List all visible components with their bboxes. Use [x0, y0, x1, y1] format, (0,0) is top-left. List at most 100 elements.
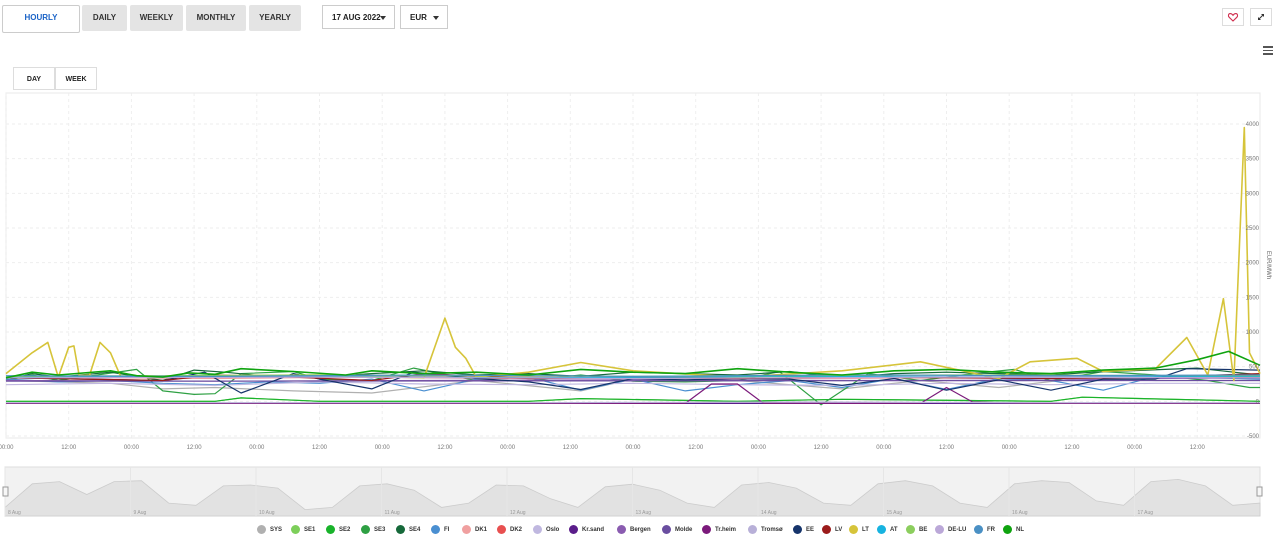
legend-label: AT: [890, 527, 898, 533]
series-line-de-lu: [5, 376, 1261, 380]
legend-label: LV: [835, 527, 843, 533]
legend-marker: [793, 525, 802, 534]
x-tick-label: 12:00: [437, 445, 453, 451]
price-line-chart: 4000 3500 3000 2500 2000 1500 1000 500 0 -500 00:…: [0, 92, 1271, 517]
y-tick-label: 0: [1256, 399, 1260, 405]
navigator-label: 8 Aug: [8, 510, 21, 516]
legend-marker: [974, 525, 983, 534]
y-tick-label: 4000: [1246, 122, 1260, 128]
grid-lines: [5, 92, 1261, 439]
x-tick-label: 00:00: [124, 445, 140, 451]
series-line-troms-: [6, 401, 1260, 404]
series-line-fr: [5, 374, 1261, 377]
legend-marker: [497, 525, 506, 534]
series-line-nl: [5, 350, 1261, 379]
legend-label: DK2: [510, 527, 523, 533]
legend-label: SYS: [270, 527, 283, 533]
y-tick-label: 3000: [1246, 191, 1260, 197]
hamburger-menu-icon[interactable]: [1263, 46, 1273, 55]
navigator-label: 10 Aug: [259, 510, 275, 516]
legend-marker: [533, 525, 542, 534]
y-tick-label: -500: [1247, 434, 1260, 440]
date-select[interactable]: 17 AUG 2022: [322, 5, 395, 29]
x-tick-label: 00:00: [1127, 445, 1143, 451]
navigator-label: 13 Aug: [636, 510, 652, 516]
navigator-label: 15 Aug: [887, 510, 903, 516]
legend-label: SE4: [409, 527, 421, 533]
legend-label: NL: [1016, 527, 1024, 533]
legend-label: DE-LU: [948, 527, 967, 533]
tab-day[interactable]: DAY: [13, 67, 55, 90]
legend-label: SE3: [374, 527, 386, 533]
tab-daily[interactable]: DAILY: [82, 5, 127, 31]
date-select-value: 17 AUG 2022: [332, 13, 381, 22]
tab-yearly[interactable]: YEARLY: [249, 5, 301, 31]
x-tick-label: 12:00: [1064, 445, 1080, 451]
x-tick-label: 12:00: [1190, 445, 1206, 451]
currency-select-value: EUR: [410, 13, 427, 22]
series-line-lt: [5, 126, 1261, 382]
legend: SYS SE1 SE2 SE3 SE4 FI DK1 DK2 Oslo Kr.sand Bergen…: [0, 524, 1280, 538]
legend-marker: [1003, 525, 1012, 534]
x-tick-label: 12:00: [312, 445, 328, 451]
currency-select[interactable]: EUR: [400, 5, 448, 29]
legend-marker: [662, 525, 671, 534]
heart-icon: [1227, 13, 1239, 22]
legend-label: LT: [862, 527, 869, 533]
y-tick-label: 500: [1249, 365, 1260, 371]
legend-marker: [617, 525, 626, 534]
legend-marker: [326, 525, 335, 534]
navigator-handle-right[interactable]: [1256, 486, 1263, 497]
legend-label: Kr.sand: [582, 527, 605, 533]
legend-marker: [396, 525, 405, 534]
series-line-se2: [6, 396, 1261, 402]
navigator-handle-left[interactable]: [2, 486, 9, 497]
tab-hourly[interactable]: HOURLY: [2, 5, 80, 33]
y-tick-label: 1000: [1246, 330, 1260, 336]
navigator-label: 12 Aug: [510, 510, 526, 516]
legend-label: SE1: [304, 527, 316, 533]
series-line-molde: [5, 379, 1261, 382]
navigator-label: 9 Aug: [134, 510, 147, 516]
navigator-label: 11 Aug: [385, 510, 400, 516]
tab-week[interactable]: WEEK: [55, 67, 97, 90]
legend-marker: [291, 525, 300, 534]
legend-marker: [361, 525, 370, 534]
favorite-button[interactable]: [1222, 8, 1244, 26]
legend-marker: [702, 525, 711, 534]
x-tick-label: 12:00: [563, 445, 579, 451]
legend-marker: [822, 525, 831, 534]
legend-label: Bergen: [630, 527, 651, 533]
x-tick-label: 00:00: [500, 445, 516, 451]
x-tick-label: 00:00: [0, 445, 14, 451]
tab-monthly[interactable]: MONTHLY: [186, 5, 246, 31]
series-lines: [5, 126, 1261, 406]
expand-icon: [1258, 14, 1264, 20]
legend-label: Oslo: [546, 527, 560, 533]
fullscreen-button[interactable]: [1250, 8, 1272, 26]
x-axis: 00:00 12:00 00:00 12:00 00:00 12:00 00:00 12:00…: [0, 445, 1205, 451]
y-tick-label: 2500: [1246, 226, 1260, 232]
y-axis-label: EUR/MWh: [1265, 251, 1271, 279]
navigator-label: 16 Aug: [1012, 510, 1028, 516]
navigator-label: 14 Aug: [761, 510, 777, 516]
y-axis: 4000 3500 3000 2500 2000 1500 1000 500 0 -500: [1246, 122, 1260, 440]
legend-label: BE: [919, 527, 928, 533]
y-tick-label: 2000: [1246, 261, 1260, 267]
series-line-oslo: [5, 381, 1260, 386]
tab-weekly[interactable]: WEEKLY: [130, 5, 183, 31]
legend-marker: [257, 525, 266, 534]
navigator[interactable]: 8 Aug 9 Aug 10 Aug 11 Aug 12 Aug 13 Aug 14 Aug…: [2, 466, 1263, 517]
legend-label: Molde: [675, 527, 693, 533]
legend-label: DK1: [475, 527, 488, 533]
legend-label: EE: [806, 527, 815, 533]
legend-marker: [462, 525, 471, 534]
legend-marker: [906, 525, 915, 534]
legend-marker: [849, 525, 858, 534]
x-tick-label: 00:00: [625, 445, 641, 451]
legend-marker: [569, 525, 578, 534]
legend-label: SE2: [339, 527, 351, 533]
legend-marker: [877, 525, 886, 534]
legend-marker: [748, 525, 757, 534]
chevron-down-icon: [433, 16, 439, 20]
